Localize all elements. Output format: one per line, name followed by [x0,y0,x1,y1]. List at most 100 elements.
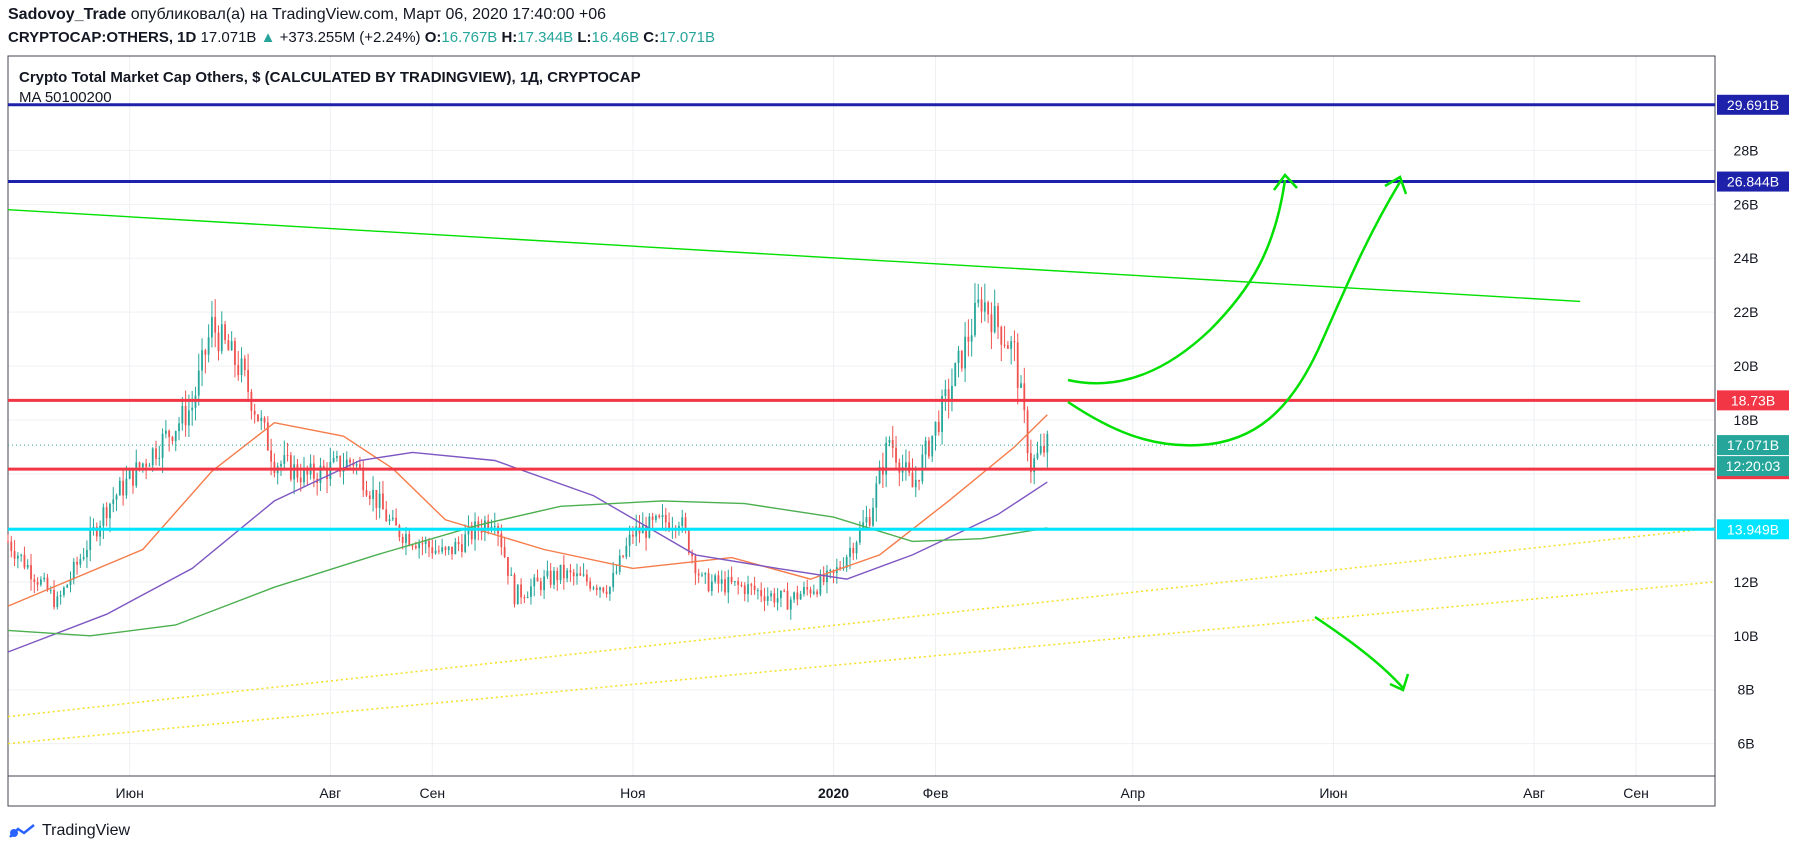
candle-body [589,581,592,589]
trend-line-1[interactable] [7,209,1581,303]
trend-lines[interactable] [7,209,1716,745]
symbol-label[interactable]: CRYPTOCAP:OTHERS, 1D [8,29,197,46]
candle-body [296,464,299,478]
candle-body [602,587,605,592]
bull-arrow-path-1[interactable] [1067,179,1287,385]
candle-body [822,574,825,583]
candle-body [852,547,855,554]
candle-body [773,593,776,603]
candle-body [681,517,684,526]
price-change: +373.255M (+2.24%) [279,29,421,46]
candle-body [247,370,250,392]
candle-body [82,557,85,560]
candle-body [460,544,463,552]
footer-brand[interactable]: TradingView [8,822,130,840]
horizontal-levels[interactable] [8,103,1715,531]
candle-body [845,557,848,568]
candle-body [553,570,555,585]
level-label-1-bg [1717,94,1789,115]
indicator-label[interactable]: MA 50100200 [19,89,112,106]
y-tick-label: 22B [1734,304,1759,320]
candle-body [724,579,726,593]
x-tick-label: Сен [1623,785,1649,801]
published-text: опубликовал(а) на TradingView.com, Март … [130,6,607,23]
candle-body [401,536,404,543]
ma-200-line [7,500,1048,637]
candle-body [559,564,562,581]
candle-body [10,541,13,552]
candle-body [1016,342,1019,388]
candle-body [306,467,309,475]
low-value: 16.46B [591,29,640,46]
candle-body [987,302,990,315]
bull-arrow-path-2[interactable] [1067,181,1402,447]
candle-body [391,517,394,520]
x-tick-label: Авг [319,785,341,801]
candle-body [102,507,105,526]
candle-body [701,574,703,576]
candle-body [63,587,65,596]
candle-body [951,385,953,401]
candle-body [520,584,522,598]
x-tick-label: Авг [1523,785,1545,801]
candle-body [493,526,496,528]
last-price: 17.071B [200,29,257,46]
candle-body [1010,341,1013,349]
candle-body [710,581,713,592]
candle-body [717,575,720,584]
candle-body [266,422,269,451]
candle-body [303,467,305,483]
candle-body [184,406,187,426]
candle-body [86,550,88,558]
candle-body [812,591,815,594]
candle-body [56,596,59,608]
candle-body [457,541,460,545]
candle-body [881,466,884,475]
candle-body [319,465,322,483]
candle-body [733,581,736,583]
candle-body [753,585,756,591]
candle-body [437,550,440,552]
candle-body [530,586,532,597]
candle-body [566,570,569,579]
candle-body [622,555,624,557]
candle-body [109,503,111,519]
candle-body [30,564,32,580]
candle-body [243,358,246,371]
candle-body [655,515,657,520]
candle-body [928,440,930,457]
time-axis[interactable]: Июн Авг Сен Ноя 2020 Фев Апр Июн Авг Сен [116,785,1649,801]
footer-brand-label: TradingView [42,822,131,839]
candle-body [503,547,506,558]
candle-body [431,547,434,554]
candle-body [648,516,651,538]
candle-body [454,541,457,555]
bear-arrow-path[interactable] [1314,615,1404,689]
candle-body [398,525,401,537]
candle-body [105,507,108,519]
candle-body [858,527,861,543]
moving-averages [7,414,1048,653]
candle-body [191,407,194,411]
candle-body [237,364,240,376]
candle-body [335,456,338,458]
candle-body [983,302,986,312]
candle-body [1000,326,1003,345]
candle-body [612,572,615,588]
candle-body [211,316,213,338]
candle-body [576,573,578,577]
candle-body [322,465,325,469]
trend-line-3[interactable] [7,581,1716,745]
y-tick-label: 26B [1734,196,1759,212]
candle-body [428,541,430,548]
candle-body [164,430,167,434]
candle-body [960,350,963,369]
author-name[interactable]: Sadovoy_Trade [8,6,127,23]
trend-line-2[interactable] [7,527,1716,718]
candle-body [740,584,743,586]
hand-drawn-arrows[interactable] [1067,173,1410,692]
candle-body [125,478,128,496]
candle-body [263,417,266,423]
candle-body [378,493,381,508]
